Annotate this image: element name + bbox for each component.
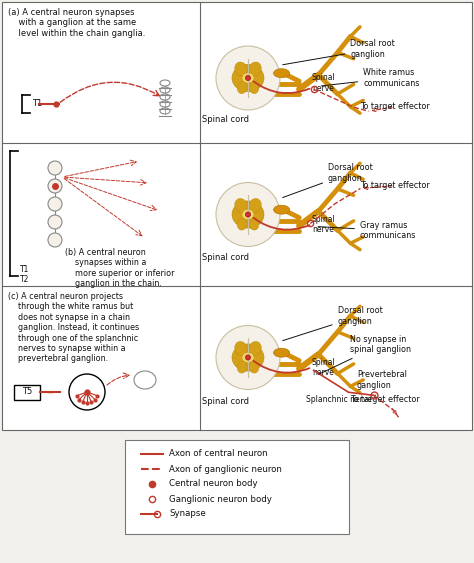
Text: Spinal cord: Spinal cord [202,253,249,262]
FancyBboxPatch shape [125,440,349,534]
Text: Spinal
nerve: Spinal nerve [311,215,335,234]
Ellipse shape [232,64,264,92]
Ellipse shape [232,201,264,228]
Text: (a) A central neuron synapses
    with a ganglion at the same
    level within t: (a) A central neuron synapses with a gan… [8,8,146,38]
Text: Dorsal root
ganglion: Dorsal root ganglion [283,306,383,341]
Circle shape [246,212,251,217]
Text: Axon of central neuron: Axon of central neuron [169,449,268,458]
Text: T1: T1 [20,266,29,275]
Circle shape [48,179,62,193]
Text: Central neuron body: Central neuron body [169,480,258,489]
Ellipse shape [232,344,264,371]
Circle shape [246,75,251,81]
Ellipse shape [273,69,290,78]
Text: Dorsal root
ganglion: Dorsal root ganglion [283,39,395,65]
Circle shape [216,46,280,110]
Ellipse shape [273,348,290,357]
Circle shape [48,233,62,247]
Circle shape [48,197,62,211]
Text: Dorsal root
ganglion: Dorsal root ganglion [283,163,373,198]
Ellipse shape [249,218,259,230]
Text: White ramus
communicans: White ramus communicans [321,68,419,88]
Text: Gray ramus
communicans: Gray ramus communicans [318,221,416,240]
Text: (c) A central neuron projects
    through the white ramus but
    does not synap: (c) A central neuron projects through th… [8,292,139,363]
Text: T5: T5 [22,387,32,396]
Text: (b) A central neuron
    synapses within a
    more superior or inferior
    gan: (b) A central neuron synapses within a m… [65,248,174,288]
Ellipse shape [237,218,247,230]
Ellipse shape [249,199,261,213]
Text: Synapse: Synapse [169,510,206,519]
Ellipse shape [249,82,259,93]
Text: To target effector: To target effector [360,181,430,190]
Text: Spinal
nerve: Spinal nerve [311,73,335,93]
Ellipse shape [237,361,247,373]
Text: Prevertebral
ganglion: Prevertebral ganglion [357,370,407,395]
Text: Axon of ganglionic neuron: Axon of ganglionic neuron [169,464,282,473]
Ellipse shape [242,73,254,83]
Ellipse shape [242,209,254,220]
Circle shape [48,215,62,229]
Circle shape [216,182,280,247]
Text: Splanchnic nerve: Splanchnic nerve [306,395,372,404]
Text: To target effector: To target effector [360,102,430,111]
Text: Spinal cord: Spinal cord [202,396,249,405]
Circle shape [216,325,280,390]
Text: To target effector: To target effector [350,395,420,414]
Ellipse shape [235,62,247,76]
Text: No synapse in
spinal ganglion: No synapse in spinal ganglion [319,335,411,374]
Ellipse shape [235,342,247,356]
Circle shape [48,161,62,175]
Ellipse shape [242,352,254,363]
Bar [2,2,472,430]
Text: T2: T2 [20,275,29,284]
Ellipse shape [249,342,261,356]
Text: Spinal
nerve: Spinal nerve [311,358,335,377]
Ellipse shape [237,82,247,93]
Text: Ganglionic neuron body: Ganglionic neuron body [169,494,272,503]
Ellipse shape [273,205,290,214]
Circle shape [246,355,251,360]
Ellipse shape [249,361,259,373]
Bar [2,2,472,430]
Text: Spinal cord: Spinal cord [202,115,249,124]
Text: T1: T1 [32,100,42,109]
Ellipse shape [235,199,247,213]
Ellipse shape [249,62,261,76]
